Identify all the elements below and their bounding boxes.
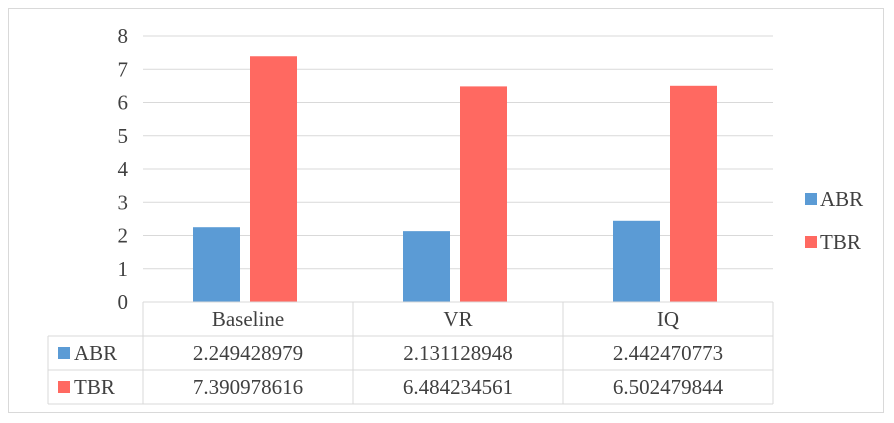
y-tick-label: 6 bbox=[118, 91, 129, 115]
data-value-label: 2.442470773 bbox=[613, 341, 723, 365]
category-label: VR bbox=[443, 307, 472, 331]
y-tick-label: 7 bbox=[118, 57, 129, 81]
bar-abr-vr bbox=[403, 231, 450, 302]
bar-tbr-iq bbox=[670, 85, 717, 302]
table-series-name: TBR bbox=[74, 375, 115, 399]
bar-abr-iq bbox=[613, 220, 660, 302]
data-value-label: 6.502479844 bbox=[613, 375, 724, 399]
y-tick-label: 5 bbox=[118, 124, 129, 148]
category-label: Baseline bbox=[212, 307, 284, 331]
legend-swatch-tbr bbox=[805, 236, 817, 248]
data-value-label: 6.484234561 bbox=[403, 375, 513, 399]
table-series-name: ABR bbox=[74, 341, 117, 365]
y-tick-label: 4 bbox=[118, 157, 129, 181]
y-tick-label: 1 bbox=[118, 257, 129, 281]
table-key-tbr bbox=[58, 381, 70, 393]
data-value-label: 2.131128948 bbox=[403, 341, 512, 365]
bar-tbr-vr bbox=[460, 86, 507, 302]
y-tick-label: 3 bbox=[118, 190, 129, 214]
legend-label: TBR bbox=[820, 230, 861, 254]
bar-abr-baseline bbox=[193, 227, 240, 302]
bar-tbr-baseline bbox=[250, 56, 297, 302]
data-value-label: 7.390978616 bbox=[193, 375, 303, 399]
legend-swatch-abr bbox=[805, 193, 817, 205]
y-tick-label: 8 bbox=[118, 24, 129, 48]
category-label: IQ bbox=[657, 307, 679, 331]
data-value-label: 2.249428979 bbox=[193, 341, 303, 365]
y-tick-label: 0 bbox=[118, 290, 129, 314]
legend-label: ABR bbox=[820, 187, 863, 211]
chart-frame bbox=[8, 8, 884, 413]
table-key-abr bbox=[58, 347, 70, 359]
y-tick-label: 2 bbox=[118, 224, 129, 248]
